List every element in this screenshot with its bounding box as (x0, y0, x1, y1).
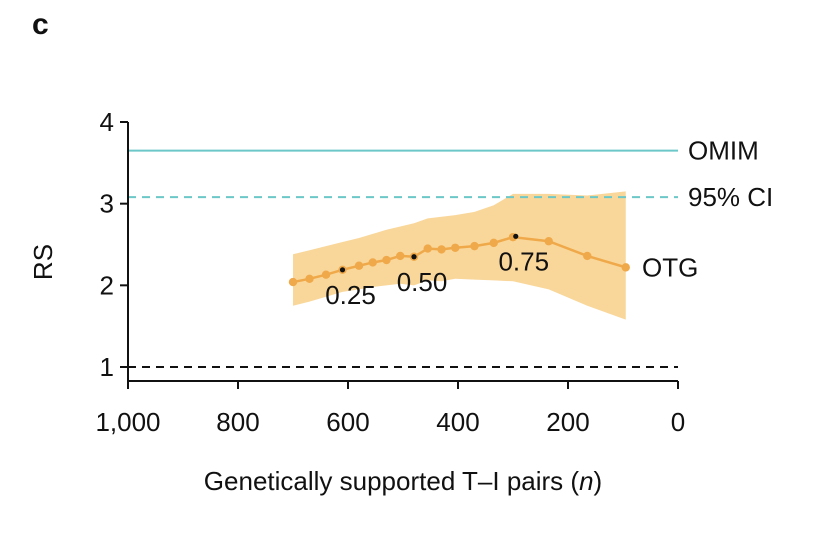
series-label-otg: OTG (642, 252, 698, 282)
quantile-marker (513, 233, 519, 239)
quantile-marker (339, 267, 346, 273)
data-point (396, 251, 405, 261)
reference-label-95-ci: 95% CI (688, 182, 773, 212)
x-axis-label-var: n (579, 466, 593, 496)
data-point (423, 244, 432, 253)
x-axis-label-suffix: ) (594, 466, 603, 496)
data-point (583, 251, 592, 261)
axes-layer: 1 2 3 4 1,000 800 600 400 200 0 (95, 107, 685, 437)
x-tick-label: 200 (546, 407, 589, 437)
data-point (368, 258, 377, 267)
quantile-label: 0.50 (397, 267, 448, 297)
data-point (470, 241, 479, 251)
quantile-annotations-layer: 0.25 0.50 0.75 (325, 233, 549, 310)
quantile-label: 0.75 (498, 246, 549, 276)
data-point (305, 274, 314, 283)
panel-label: c (32, 8, 49, 41)
y-tick-label: 2 (100, 270, 114, 300)
quantile-label: 0.25 (325, 280, 376, 310)
x-tick-label: 0 (671, 407, 685, 437)
x-tick-label: 1,000 (95, 407, 160, 437)
x-axis-label-prefix: Genetically supported T–I pairs ( (204, 466, 580, 496)
data-point (437, 245, 446, 254)
x-axis-label: Genetically supported T–I pairs (n) (204, 466, 602, 496)
data-point (354, 261, 364, 270)
y-axis-label: RS (28, 244, 58, 280)
series-line-layer: OTG (292, 235, 698, 284)
quantile-marker (411, 254, 417, 260)
y-tick-label: 4 (100, 107, 114, 137)
labels-layer: RS Genetically supported T–I pairs (n) (28, 244, 602, 496)
x-tick-label: 400 (436, 407, 479, 437)
y-tick-label: 3 (100, 189, 114, 219)
data-point (621, 263, 630, 272)
data-point (288, 277, 298, 287)
data-point (544, 237, 553, 246)
confidence-band-layer (293, 191, 626, 320)
data-point (489, 238, 498, 248)
data-point (382, 255, 391, 265)
data-point (451, 243, 460, 252)
confidence-band-otg (293, 191, 626, 320)
data-point (321, 270, 331, 279)
reference-label-omim: OMIM (688, 136, 759, 166)
x-tick-label: 800 (216, 407, 259, 437)
x-tick-label: 600 (326, 407, 369, 437)
reference-lines-layer: OMIM 95% CI (128, 136, 773, 368)
y-tick-label: 1 (100, 352, 114, 382)
series-points-layer (288, 232, 630, 287)
